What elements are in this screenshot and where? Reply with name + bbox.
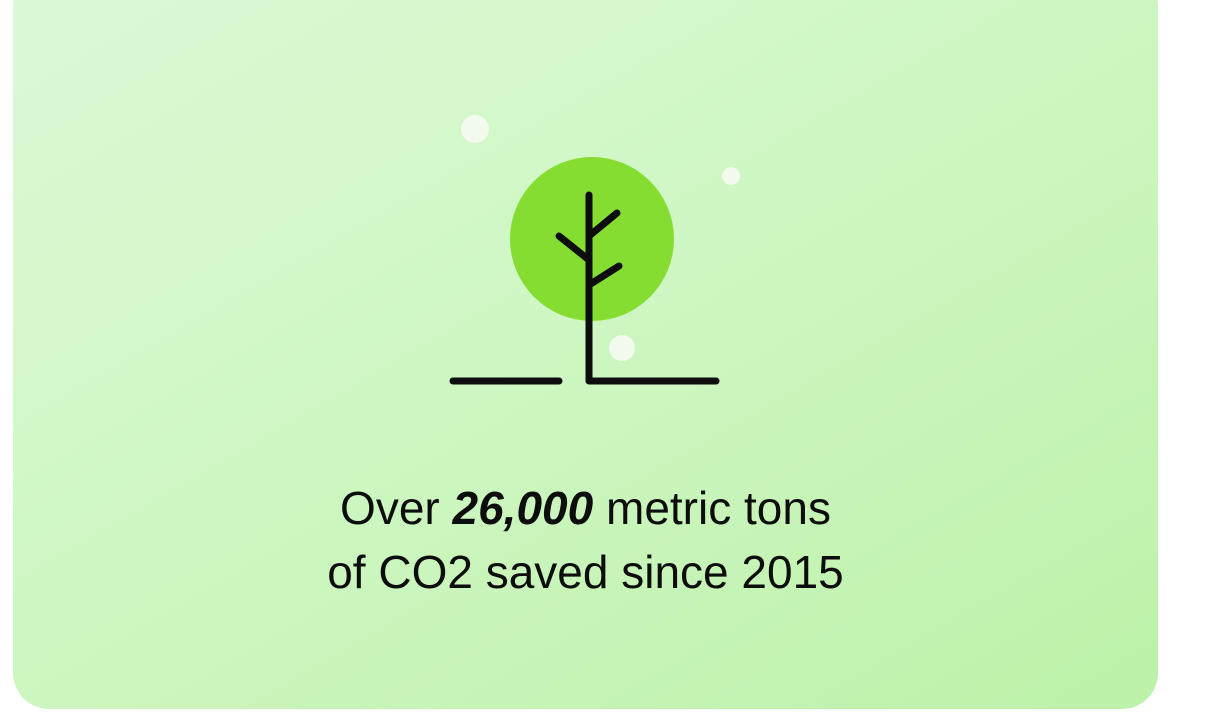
sparkle-dot (722, 167, 740, 185)
tree-branch (555, 232, 593, 264)
stat-line-2: of CO2 saved since 2015 (327, 546, 844, 598)
stat-suffix: metric tons (593, 482, 831, 534)
stat-value: 26,000 (452, 482, 594, 534)
tree-branch (585, 209, 621, 240)
co2-stat-text: Over 26,000 metric tons of CO2 saved sin… (13, 476, 1158, 604)
stat-line-1: Over 26,000 metric tons (13, 476, 1158, 540)
tree-icon (449, 157, 720, 385)
stat-prefix: Over (340, 482, 453, 534)
sparkle-dot (461, 115, 489, 143)
tree-branch (585, 262, 623, 289)
sparkle-dots (461, 115, 740, 361)
sparkle-dot (609, 335, 635, 361)
